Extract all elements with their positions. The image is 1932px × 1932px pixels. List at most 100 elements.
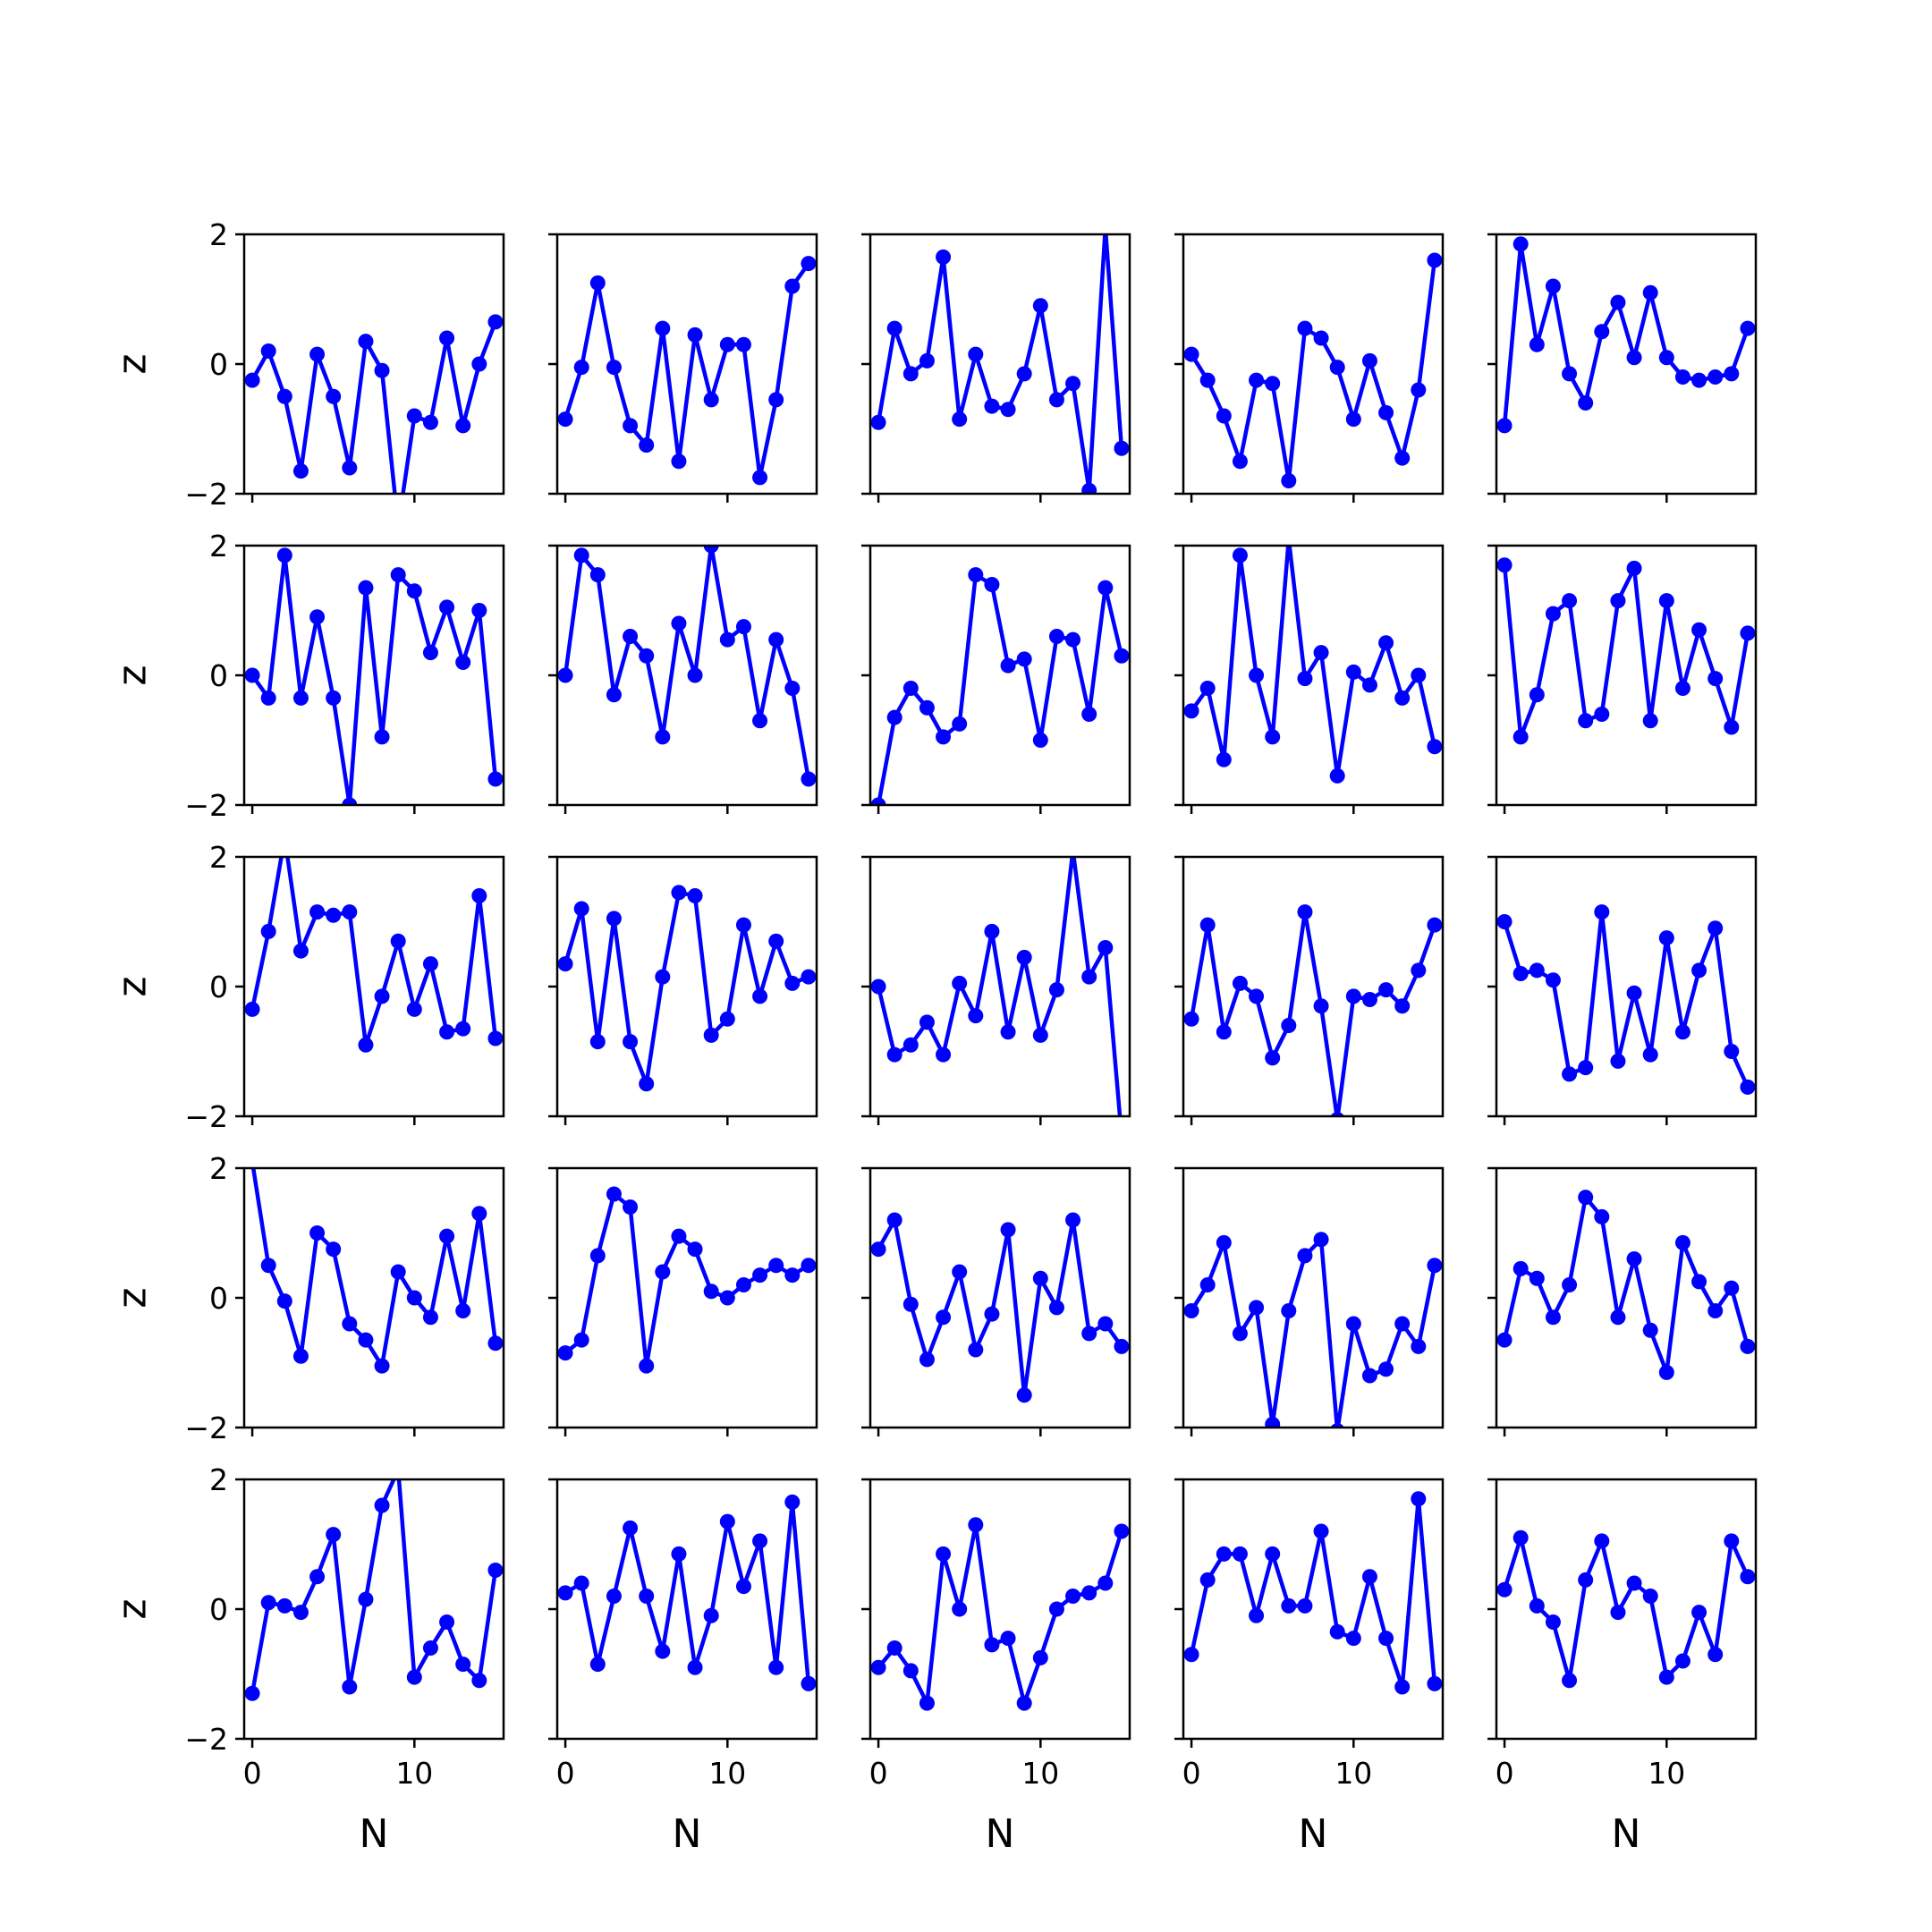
data-point bbox=[919, 352, 935, 369]
data-point bbox=[1361, 1569, 1377, 1585]
data-point bbox=[1545, 1614, 1561, 1630]
data-point bbox=[1297, 320, 1313, 336]
data-point bbox=[1378, 635, 1394, 651]
data-point bbox=[1691, 962, 1707, 979]
data-point bbox=[1183, 1011, 1199, 1027]
data-point bbox=[1529, 687, 1545, 703]
data-point bbox=[968, 567, 984, 583]
data-point bbox=[1513, 236, 1529, 252]
data-point bbox=[1265, 376, 1281, 392]
series-line bbox=[564, 1500, 811, 1684]
y-tick-label: 0 bbox=[209, 1592, 228, 1627]
data-point bbox=[1691, 1605, 1707, 1621]
data-point bbox=[1249, 1300, 1265, 1316]
data-point bbox=[719, 1290, 735, 1306]
data-point bbox=[573, 1575, 589, 1591]
data-point bbox=[1610, 1053, 1626, 1069]
data-point bbox=[1297, 671, 1313, 687]
axes-frame bbox=[1495, 855, 1758, 1118]
data-point bbox=[326, 1527, 342, 1543]
axes-frame bbox=[555, 1166, 818, 1429]
data-point bbox=[768, 933, 784, 949]
data-point bbox=[374, 1358, 390, 1374]
data-point bbox=[1394, 690, 1411, 706]
data-point bbox=[557, 1345, 573, 1361]
data-point bbox=[1345, 664, 1361, 680]
data-point bbox=[1016, 651, 1032, 667]
data-point bbox=[374, 988, 390, 1004]
data-point bbox=[406, 1669, 422, 1685]
data-point bbox=[1394, 998, 1411, 1014]
series-17 bbox=[557, 1186, 817, 1374]
data-point bbox=[1513, 1260, 1529, 1276]
data-point bbox=[292, 1348, 309, 1364]
data-point bbox=[952, 975, 968, 991]
data-point bbox=[1378, 982, 1394, 998]
data-point bbox=[1097, 1575, 1114, 1591]
data-point bbox=[719, 1011, 735, 1027]
data-point bbox=[292, 1605, 309, 1621]
data-point bbox=[471, 603, 487, 618]
data-point bbox=[952, 1264, 968, 1280]
x-axis-label: N bbox=[673, 1811, 702, 1857]
data-point bbox=[703, 392, 719, 408]
data-point bbox=[623, 1034, 639, 1050]
x-axis-label: N bbox=[986, 1811, 1015, 1857]
data-point bbox=[1048, 629, 1064, 644]
subplot-2-1: −2 0 2 z bbox=[110, 529, 505, 823]
data-point bbox=[1297, 904, 1313, 920]
data-point bbox=[292, 943, 309, 959]
data-point bbox=[326, 690, 342, 706]
series-18 bbox=[870, 1212, 1130, 1403]
data-point bbox=[623, 629, 639, 644]
axes-frame bbox=[1182, 855, 1445, 1118]
data-point bbox=[374, 362, 390, 378]
data-point bbox=[768, 392, 784, 408]
series-line bbox=[1502, 564, 1750, 740]
data-point bbox=[557, 411, 573, 428]
data-point bbox=[1674, 1024, 1690, 1040]
data-point bbox=[1345, 411, 1361, 428]
data-point bbox=[244, 372, 260, 388]
data-point bbox=[342, 460, 358, 476]
series-line bbox=[563, 546, 811, 780]
data-point bbox=[1183, 346, 1199, 362]
data-point bbox=[1626, 1251, 1642, 1267]
y-tick-label: −2 bbox=[184, 788, 228, 823]
data-point bbox=[1232, 1546, 1248, 1562]
x-tick-label: 10 bbox=[1335, 1756, 1372, 1791]
series-14 bbox=[1183, 904, 1443, 1116]
data-point bbox=[1658, 1669, 1674, 1685]
data-point bbox=[1361, 992, 1377, 1007]
x-tick-label: 10 bbox=[708, 1756, 746, 1791]
data-point bbox=[870, 414, 886, 430]
data-point bbox=[1594, 707, 1610, 722]
series-22 bbox=[557, 1494, 817, 1691]
data-point bbox=[1378, 1631, 1394, 1647]
data-point bbox=[1740, 625, 1756, 641]
data-point bbox=[968, 1517, 984, 1533]
axes-frame bbox=[555, 233, 818, 496]
subplot-4-5 bbox=[1487, 1166, 1758, 1436]
data-point bbox=[1081, 1585, 1097, 1601]
data-point bbox=[1674, 1653, 1690, 1669]
data-point bbox=[1642, 1589, 1658, 1604]
series-line bbox=[1502, 910, 1750, 1089]
data-point bbox=[801, 969, 817, 985]
x-tick-label: 10 bbox=[395, 1756, 433, 1791]
data-point bbox=[1016, 1387, 1032, 1403]
axes-frame bbox=[1182, 1166, 1445, 1429]
data-point bbox=[984, 577, 1000, 592]
subplot-3-1: −2 0 2 z bbox=[110, 840, 505, 1134]
series-12 bbox=[557, 885, 817, 1092]
y-tick-label: 0 bbox=[209, 1281, 228, 1316]
series-13 bbox=[870, 857, 1123, 1116]
series-line bbox=[1189, 910, 1437, 1116]
subplot-2-2 bbox=[548, 544, 818, 814]
data-point bbox=[276, 388, 292, 404]
data-point bbox=[1216, 1234, 1232, 1250]
data-point bbox=[1097, 580, 1114, 596]
data-point bbox=[326, 388, 342, 404]
series-20 bbox=[1496, 1190, 1756, 1380]
subplot-1-3 bbox=[861, 233, 1131, 503]
